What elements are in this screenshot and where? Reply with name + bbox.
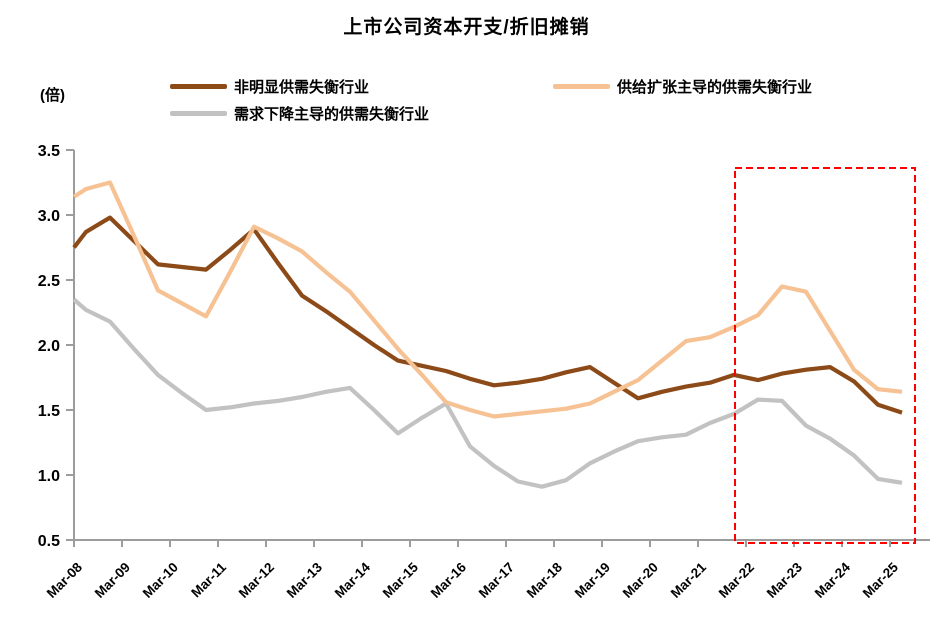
y-tick-label: 1.0 <box>38 468 60 485</box>
legend-swatch-peach <box>553 83 610 89</box>
x-tick-label: Mar-17 <box>476 560 517 601</box>
y-axis-unit-label: (倍) <box>40 87 65 104</box>
y-tick-label: 2.5 <box>38 273 60 290</box>
legend-item-demand-decline: 需求下降主导的供需失衡行业 <box>170 104 430 123</box>
x-tick-label: Mar-18 <box>524 559 566 601</box>
y-tick-label: 1.5 <box>38 403 60 420</box>
x-tick-label: Mar-10 <box>140 560 181 601</box>
legend-label: 供给扩张主导的供需失衡行业 <box>617 78 813 96</box>
y-tick-label: 2.0 <box>38 338 60 355</box>
y-tick-label: 3.5 <box>38 143 60 160</box>
legend-item-non-obvious-imbalance: 非明显供需失衡行业 <box>170 77 370 96</box>
highlight-box <box>734 167 916 544</box>
x-tick-label: Mar-21 <box>668 559 710 601</box>
series-line-1 <box>72 180 903 419</box>
x-tick-label: Mar-25 <box>860 559 902 601</box>
legend-swatch-gray <box>170 110 227 116</box>
x-tick-label: Mar-12 <box>236 560 277 601</box>
legend-label: 需求下降主导的供需失衡行业 <box>234 105 430 123</box>
x-tick-label: Mar-16 <box>428 559 470 601</box>
y-tick-label: 0.5 <box>38 533 60 550</box>
x-tick-label: Mar-14 <box>332 559 374 601</box>
x-tick-label: Mar-13 <box>284 559 326 601</box>
legend-swatch-brown <box>170 83 227 89</box>
x-tick-label: Mar-23 <box>764 559 806 601</box>
x-tick-label: Mar-09 <box>92 560 133 601</box>
axis-lines <box>73 150 930 541</box>
x-tick-label: Mar-22 <box>716 560 757 601</box>
x-tick-label: Mar-19 <box>572 560 613 601</box>
x-tick-label: Mar-15 <box>380 559 422 601</box>
legend-item-supply-expansion: 供给扩张主导的供需失衡行业 <box>553 77 813 96</box>
x-tick-label: Mar-20 <box>620 560 661 601</box>
x-tick-label: Mar-11 <box>188 559 229 600</box>
x-tick-label: Mar-08 <box>44 559 86 601</box>
y-tick-label: 3.0 <box>38 208 60 225</box>
series-line-2 <box>72 297 903 489</box>
series-line-0 <box>72 215 903 415</box>
chart-title: 上市公司资本开支/折旧摊销 <box>343 17 590 38</box>
legend-label: 非明显供需失衡行业 <box>234 78 370 96</box>
x-tick-label: Mar-24 <box>812 559 854 601</box>
